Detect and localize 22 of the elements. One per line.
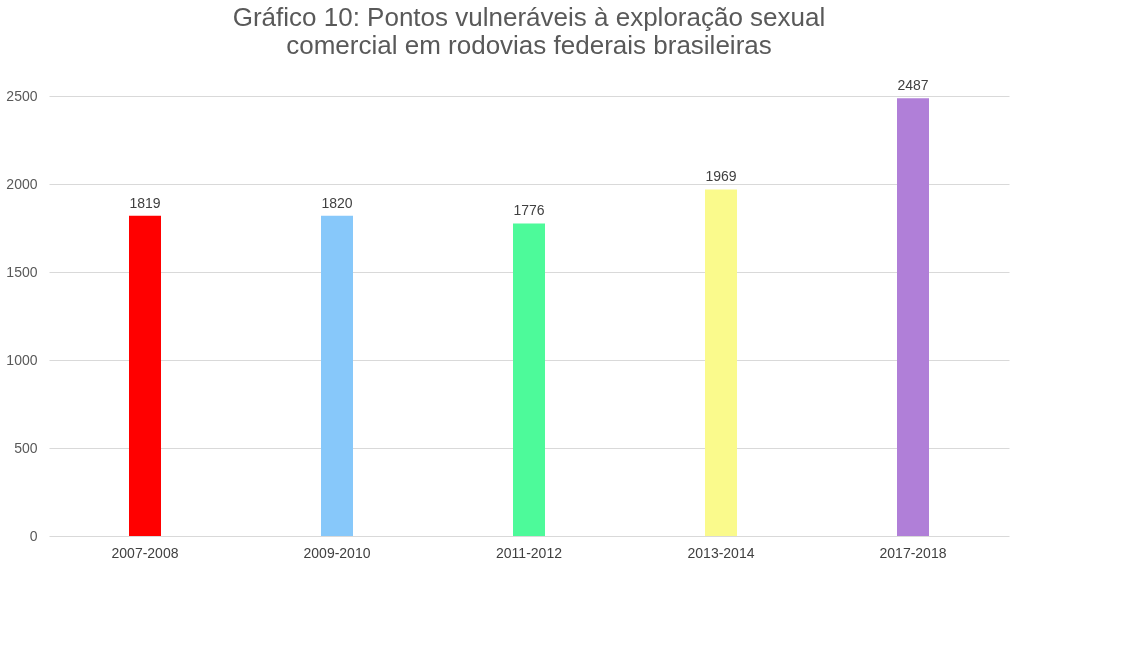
y-tick-label: 500 (14, 439, 38, 456)
y-tick-label: 0 (29, 527, 38, 544)
y-tick-label: 1500 (6, 263, 38, 280)
chart-title: Gráfico 10: Pontos vulneráveis à exploração sexual comercial em rodovias federais brasileiras (232, 2, 826, 61)
data-label: 1969 (705, 168, 737, 185)
x-tick-label: 2007-2008 (111, 544, 179, 561)
bar (129, 215, 161, 536)
x-tick-label: 2009-2010 (303, 544, 371, 561)
x-tick-label: 2011-2012 (496, 544, 563, 561)
y-tick-label: 2500 (6, 87, 38, 104)
data-label: 1820 (321, 194, 353, 211)
data-label: 2487 (897, 77, 929, 94)
x-tick-label: 2013-2014 (687, 544, 755, 561)
y-tick-label: 2000 (6, 175, 38, 192)
data-label: 1819 (129, 194, 161, 211)
bar (897, 98, 929, 536)
bar (321, 215, 353, 536)
y-tick-label: 1000 (6, 351, 38, 368)
x-tick-label: 2017-2018 (879, 544, 947, 561)
bar (705, 189, 737, 536)
bar (513, 223, 545, 536)
data-label: 1776 (513, 202, 545, 219)
